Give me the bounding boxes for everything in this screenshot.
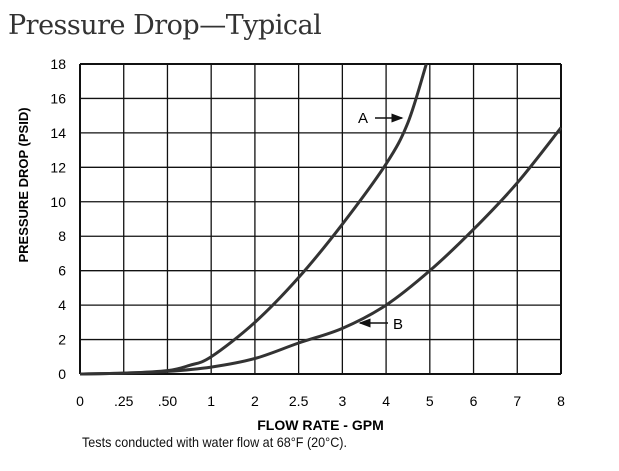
y-tick-label: 6 xyxy=(58,263,66,279)
y-tick-label: 16 xyxy=(50,90,66,106)
x-tick-label: 6 xyxy=(470,393,478,409)
y-tick-label: 2 xyxy=(58,332,66,348)
x-tick-label: 4 xyxy=(382,393,390,409)
series-line-b xyxy=(79,126,563,376)
y-axis-label: PRESSURE DROP (PSID) xyxy=(16,107,31,262)
y-tick-label: 12 xyxy=(50,159,66,175)
y-tick-label: 8 xyxy=(58,228,66,244)
y-tick-label: 18 xyxy=(50,56,66,72)
annotation-label-b: B xyxy=(393,316,403,333)
x-tick-label: .25 xyxy=(114,393,134,409)
x-tick-label: 2 xyxy=(251,393,259,409)
x-tick-label: 7 xyxy=(513,393,521,409)
y-tick-label: 14 xyxy=(50,125,66,141)
y-tick-label: 10 xyxy=(50,194,66,210)
chart-title: Pressure Drop—Typical xyxy=(8,10,322,41)
x-axis-label: FLOW RATE - GPM xyxy=(257,417,384,433)
x-tick-label: 0 xyxy=(76,393,84,409)
x-tick-label: 1 xyxy=(207,393,215,409)
x-tick-label: 2.5 xyxy=(289,393,309,409)
x-tick-label: 8 xyxy=(557,393,565,409)
y-tick-label: 0 xyxy=(58,366,66,382)
test-note: Tests conducted with water flow at 68°F … xyxy=(82,434,347,450)
x-tick-label: 3 xyxy=(338,393,346,409)
y-tick-label: 4 xyxy=(58,297,66,313)
series-line-a xyxy=(79,63,428,376)
annotation-label-a: A xyxy=(358,110,368,127)
x-tick-label: 5 xyxy=(426,393,434,409)
x-tick-label: .50 xyxy=(158,393,178,409)
